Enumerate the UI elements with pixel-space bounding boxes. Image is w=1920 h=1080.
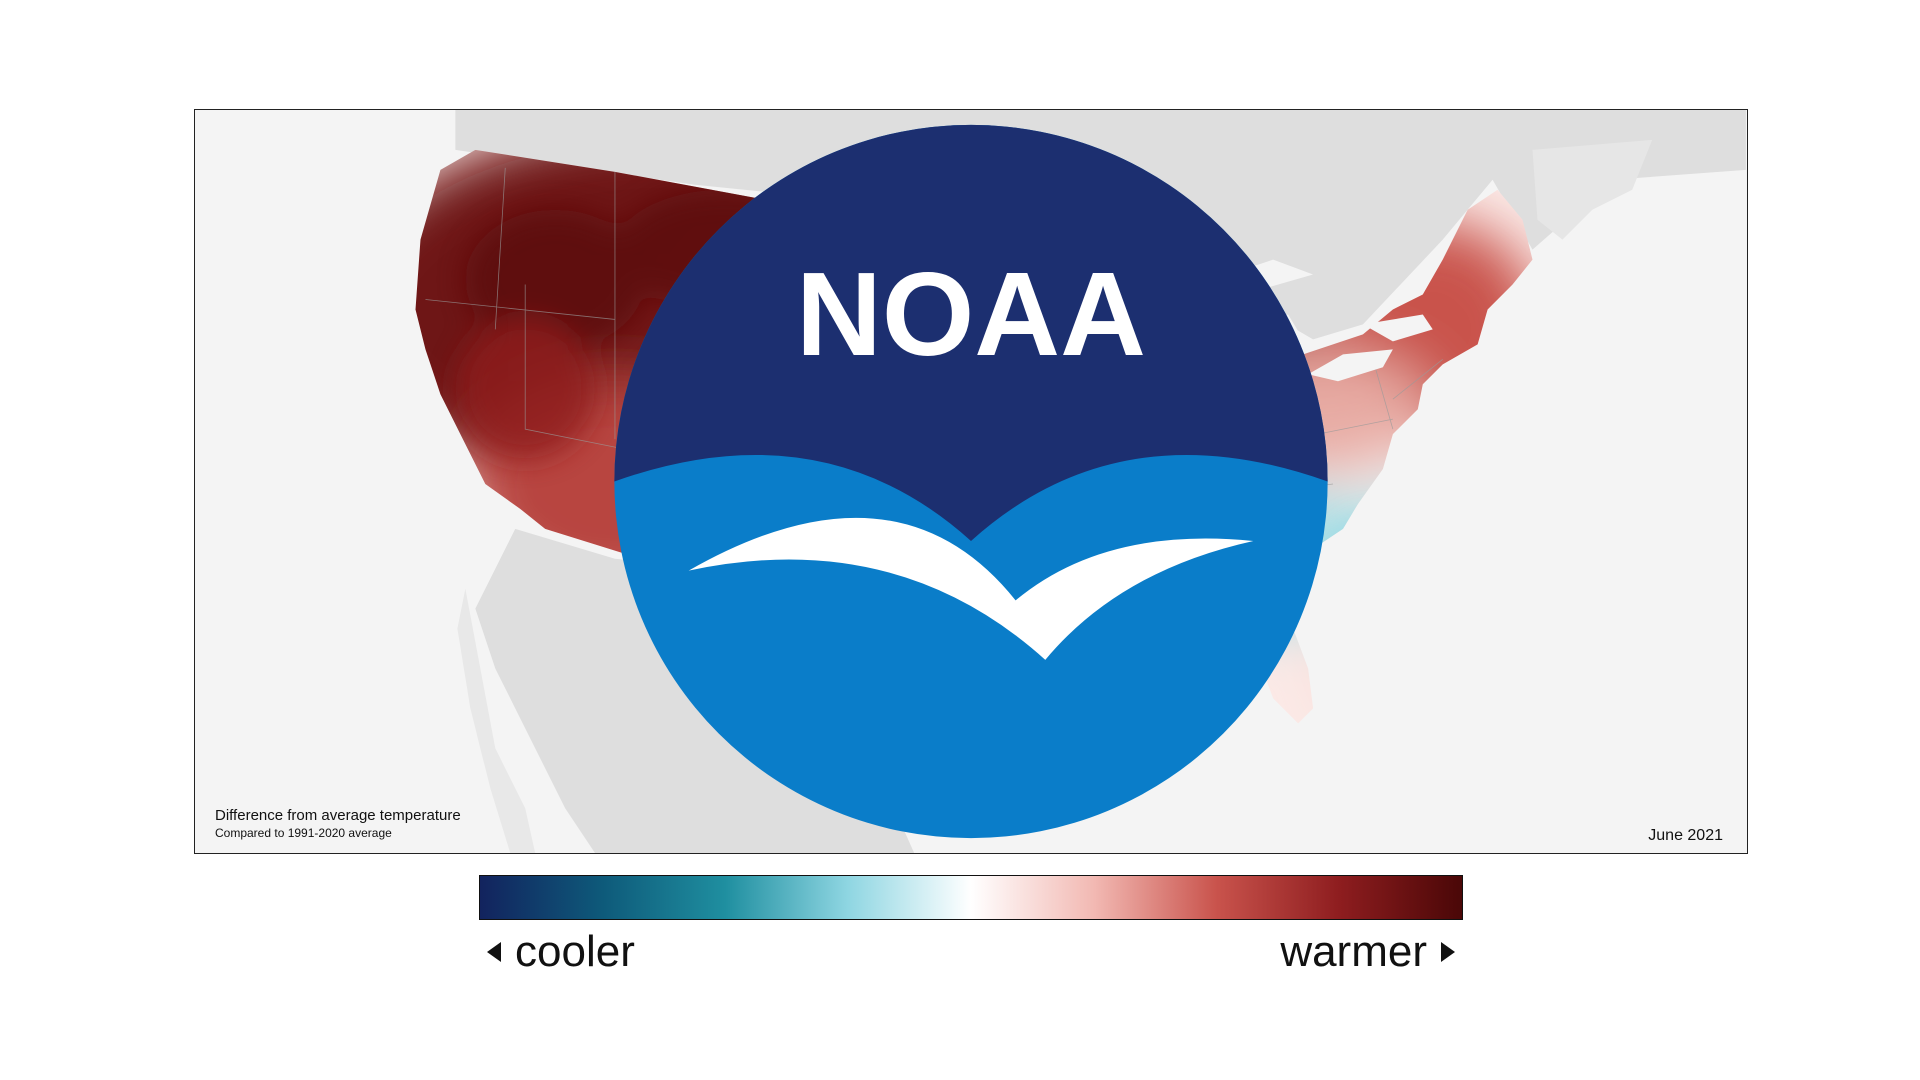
caption-title: Difference from average temperature <box>215 807 461 824</box>
noaa-logo: NOAA <box>614 124 1328 839</box>
map-panel: Difference from average temperature Comp… <box>194 109 1748 854</box>
map-caption: Difference from average temperature Comp… <box>215 807 461 841</box>
noaa-logo-text: NOAA <box>796 248 1146 381</box>
map-date: June 2021 <box>1648 827 1723 844</box>
color-scale-labels: cooler warmer <box>479 920 1463 980</box>
warmer-label-group: warmer <box>1280 924 1455 980</box>
cooler-label: cooler <box>515 927 635 976</box>
cooler-label-group: cooler <box>487 924 635 980</box>
caption-subtitle: Compared to 1991-2020 average <box>215 826 392 840</box>
warmer-label: warmer <box>1280 927 1427 976</box>
right-arrow-icon <box>1441 942 1455 962</box>
left-arrow-icon <box>487 942 501 962</box>
color-scale-bar <box>479 875 1463 920</box>
